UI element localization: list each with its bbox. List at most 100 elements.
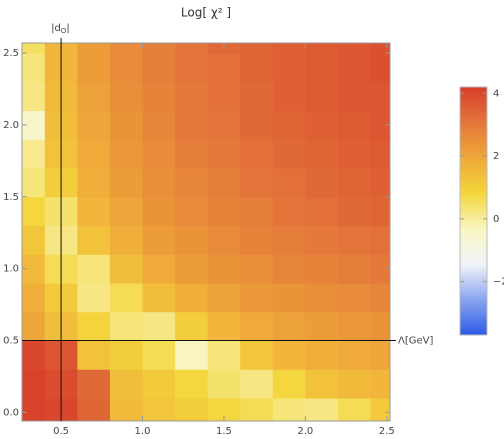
heat-cell [305, 340, 339, 370]
heat-cell [272, 369, 306, 399]
heat-cell [305, 43, 339, 54]
heat-cell [175, 398, 209, 421]
heat-cell [109, 53, 143, 83]
heat-cell [337, 43, 371, 54]
heat-cell [305, 139, 339, 169]
heat-cell [77, 139, 111, 169]
heat-cell [272, 81, 306, 112]
heat-cell [77, 398, 111, 421]
horizontal-line-label: Λ[GeV] [398, 336, 433, 347]
heat-cell [175, 369, 209, 399]
heat-cell [337, 168, 371, 198]
heat-cell [370, 283, 390, 313]
heat-cell [240, 283, 274, 313]
heat-cell [240, 168, 274, 198]
heat-cell [240, 225, 274, 255]
heat-cell [77, 110, 111, 140]
heat-cell [370, 311, 390, 342]
label-part: |d [51, 23, 61, 34]
heat-cell [109, 254, 143, 284]
heat-cell [370, 139, 390, 169]
heat-cell [240, 53, 274, 83]
heat-cell [272, 311, 306, 342]
heat-cell [175, 254, 209, 284]
heat-cell [109, 369, 143, 399]
heat-cell [207, 53, 241, 83]
heat-cell [370, 340, 390, 370]
x-tick-label: 2.5 [379, 426, 395, 437]
heat-cell [22, 225, 46, 255]
heat-cell [109, 139, 143, 169]
heat-cell [337, 53, 371, 83]
heat-cell [207, 43, 241, 54]
heat-cell [370, 196, 390, 227]
heat-cell [240, 139, 274, 169]
x-tick-label: 2.0 [297, 426, 313, 437]
heat-cell [305, 196, 339, 227]
colorbar [459, 86, 488, 336]
heat-cell [240, 398, 274, 421]
plot-frame [21, 42, 391, 422]
x-tick-label: 0.5 [53, 426, 69, 437]
heat-cell [22, 369, 46, 399]
heat-cell [272, 196, 306, 227]
heat-cell [370, 254, 390, 284]
heat-cell [175, 225, 209, 255]
heat-cell [370, 81, 390, 112]
heat-cell [175, 139, 209, 169]
heat-cell [175, 53, 209, 83]
heat-cell [142, 110, 176, 140]
heat-cell [175, 81, 209, 112]
colorbar-tick-label: −2 [493, 277, 504, 288]
y-tick-label: 1.0 [3, 264, 19, 275]
heat-cell [22, 340, 46, 370]
heat-cell [272, 398, 306, 421]
colorbar-tick-label: 0 [493, 214, 499, 225]
heat-cell [77, 340, 111, 370]
heat-cell [240, 43, 274, 54]
heat-cell [272, 168, 306, 198]
heat-cell [370, 110, 390, 140]
heat-cell [272, 340, 306, 370]
label-part: O [61, 27, 67, 35]
heat-cell [175, 340, 209, 370]
heat-cell [142, 311, 176, 342]
heat-cell [22, 254, 46, 284]
heat-cell [272, 53, 306, 83]
heat-cell [337, 254, 371, 284]
heat-cell [240, 369, 274, 399]
heat-cell [207, 168, 241, 198]
heat-cell [77, 225, 111, 255]
heat-cell [109, 311, 143, 342]
heat-cell [207, 283, 241, 313]
heat-cell [207, 311, 241, 342]
heat-cell [272, 254, 306, 284]
colorbar-tick-label: 2 [493, 151, 499, 162]
heat-cell [207, 196, 241, 227]
heat-cell [240, 81, 274, 112]
heatmap [22, 43, 390, 421]
heat-cell [109, 398, 143, 421]
x-tick-label: 1.0 [135, 426, 151, 437]
heat-cell [77, 283, 111, 313]
y-tick-label: 0.5 [3, 336, 19, 347]
heat-cell [305, 311, 339, 342]
heat-cell [305, 283, 339, 313]
heat-cell [305, 369, 339, 399]
heat-cell [337, 283, 371, 313]
heat-cell [142, 225, 176, 255]
heat-cell [337, 369, 371, 399]
heat-cell [142, 43, 176, 54]
heat-cell [142, 168, 176, 198]
heat-cell [22, 81, 46, 112]
heat-cell [370, 168, 390, 198]
heat-cell [240, 196, 274, 227]
heat-cell [175, 311, 209, 342]
heat-cell [22, 196, 46, 227]
heat-cell [142, 283, 176, 313]
heat-cell [272, 283, 306, 313]
heat-cell [207, 340, 241, 370]
heat-cell [207, 398, 241, 421]
heat-cell [22, 43, 46, 54]
